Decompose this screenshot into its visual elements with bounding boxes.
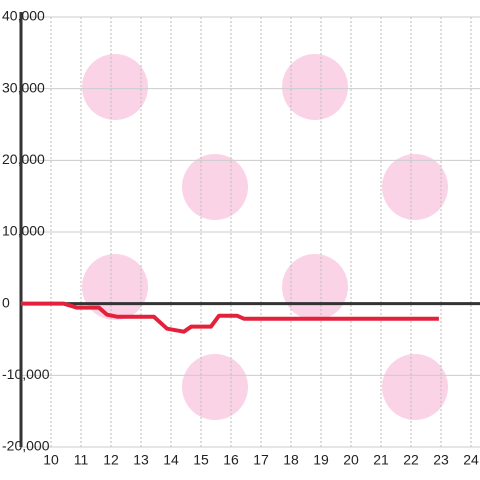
x-tick-label: 22 (403, 452, 419, 468)
y-tick-label: -20,000 (2, 438, 50, 454)
x-tick-label: 19 (313, 452, 329, 468)
watermark (182, 154, 248, 220)
x-tick-label: 20 (343, 452, 359, 468)
watermarks (82, 54, 448, 420)
watermark (182, 354, 248, 420)
x-tick-label: 11 (74, 452, 89, 468)
watermark (82, 54, 148, 120)
y-tick-label: -10,000 (2, 366, 50, 382)
y-tick-label: 10,000 (2, 223, 45, 239)
x-tick-label: 24 (463, 452, 479, 468)
x-tick-label: 23 (433, 452, 449, 468)
y-tick-label: 30,000 (2, 79, 45, 95)
watermark (282, 254, 348, 320)
x-tick-label: 15 (193, 452, 209, 468)
watermark (382, 154, 448, 220)
y-tick-label: 0 (2, 294, 10, 310)
watermark (82, 254, 148, 320)
x-tick-label: 17 (253, 452, 269, 468)
y-tick-label: 40,000 (2, 8, 45, 24)
x-tick-label: 10 (43, 452, 59, 468)
line-series (21, 301, 439, 334)
watermark (282, 54, 348, 120)
x-tick-label: 18 (283, 452, 299, 468)
x-tick-label: 12 (103, 452, 119, 468)
x-tick-label: 14 (163, 452, 179, 468)
x-tick-label: 13 (133, 452, 149, 468)
watermark (382, 354, 448, 420)
x-tick-label: 21 (373, 452, 389, 468)
y-tick-label: 20,000 (2, 151, 45, 167)
x-tick-label: 16 (223, 452, 239, 468)
